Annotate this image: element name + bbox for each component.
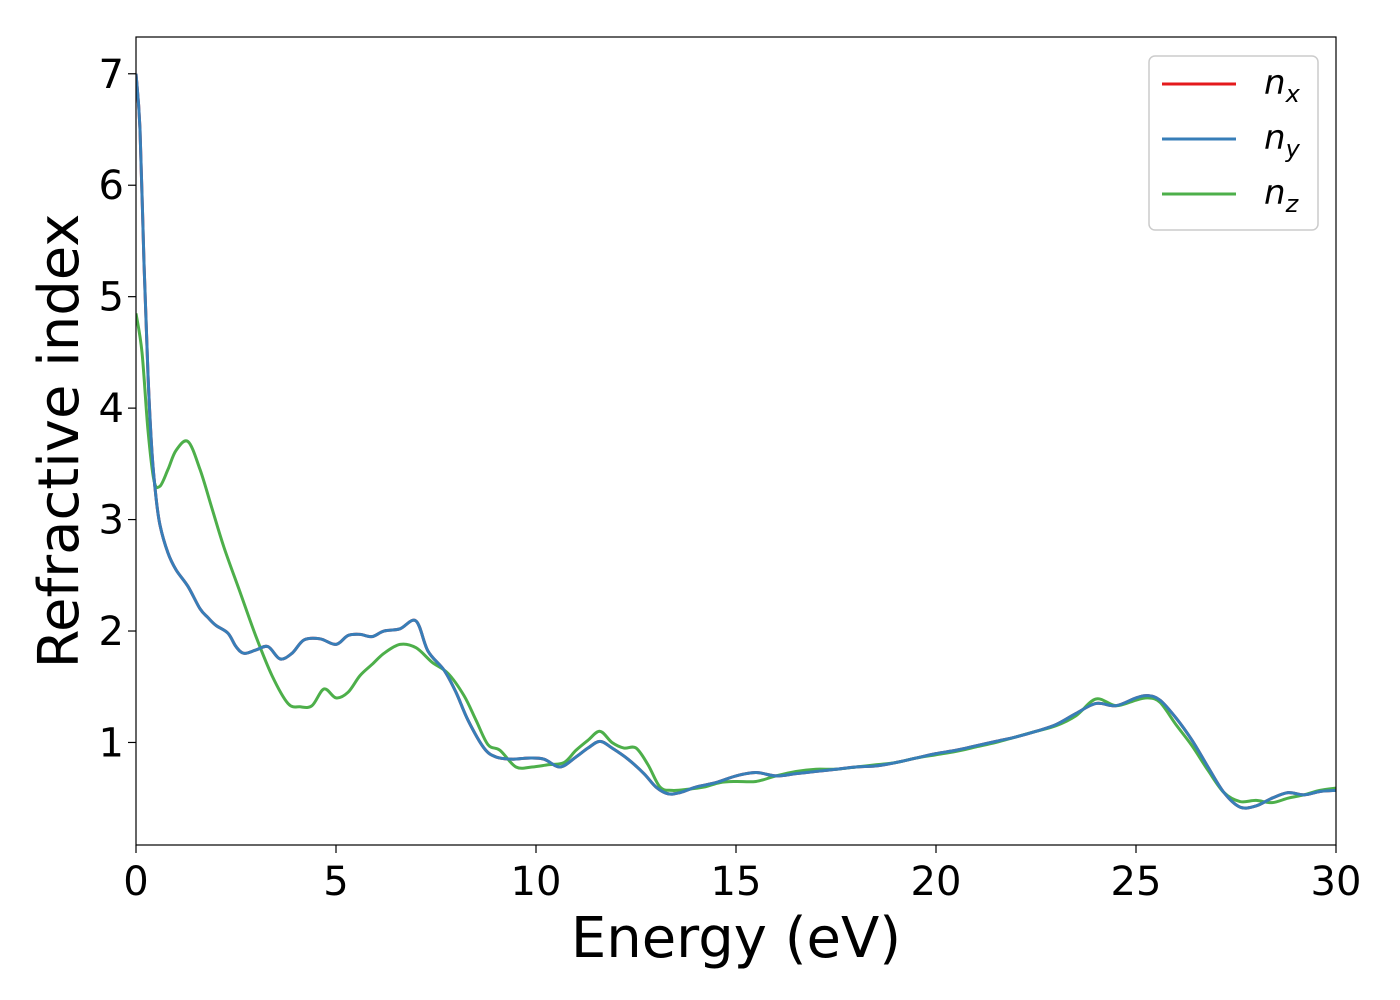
x-tick-label: 15 <box>711 859 762 905</box>
x-tick-label: 25 <box>1111 859 1162 905</box>
legend-label-nz: nz <box>1264 173 1300 218</box>
x-tick-label: 20 <box>911 859 962 905</box>
y-tick-label: 4 <box>99 386 124 432</box>
y-axis-title: Refractive index <box>27 214 92 669</box>
legend-box <box>1148 55 1319 231</box>
legend: nx ny nz <box>1148 55 1319 231</box>
x-tick-label: 30 <box>1311 859 1362 905</box>
legend-label-ny: ny <box>1264 118 1301 163</box>
legend-label-nx: nx <box>1264 63 1301 108</box>
tick-layer: 0 5 10 15 20 25 30 1 2 3 4 5 6 7 <box>99 52 1362 905</box>
x-tick-label: 0 <box>123 859 148 905</box>
series-line-ny <box>136 73 1336 810</box>
x-tick-label: 5 <box>323 859 348 905</box>
series-layer <box>136 73 1336 810</box>
y-tick-label: 7 <box>99 52 124 98</box>
y-tick-label: 5 <box>99 275 124 321</box>
y-tick-label: 1 <box>99 720 124 766</box>
y-tick-label: 6 <box>99 163 124 209</box>
series-line-nz <box>136 313 1336 805</box>
y-tick-label: 2 <box>99 609 124 655</box>
y-tick-label: 3 <box>99 498 124 544</box>
x-tick-label: 10 <box>511 859 562 905</box>
x-axis-title: Energy (eV) <box>571 906 901 971</box>
